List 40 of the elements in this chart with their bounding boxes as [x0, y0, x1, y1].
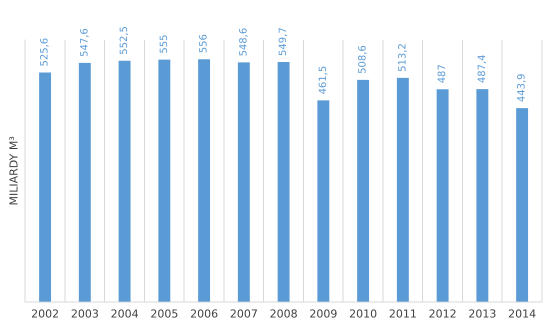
- data-label: 443,9: [516, 73, 528, 102]
- bar: [198, 59, 210, 302]
- bar: [357, 80, 370, 302]
- data-label: 556: [198, 34, 210, 54]
- data-label: 525,6: [40, 38, 51, 66]
- x-tick-label: 2011: [388, 307, 417, 320]
- x-tick-label: 2013: [468, 307, 496, 320]
- x-tick-label: 2010: [349, 307, 378, 320]
- data-label: 487: [437, 64, 448, 84]
- y-axis-title: MILIARDY M³: [7, 136, 20, 206]
- x-tick-label: 2007: [230, 307, 258, 320]
- bar: [238, 62, 250, 302]
- x-tick-label: 2008: [270, 307, 298, 320]
- data-label: 555: [158, 34, 170, 54]
- bar: [317, 100, 330, 302]
- bar: [396, 78, 409, 302]
- data-label: 513,2: [397, 43, 408, 72]
- data-label: 487,4: [476, 54, 488, 84]
- x-tick-label: 2012: [428, 307, 457, 320]
- data-label: 461,5: [318, 66, 329, 94]
- x-tick-label: 2002: [31, 307, 60, 320]
- x-tick-label: 2005: [150, 307, 178, 320]
- x-tick-label: 2014: [508, 307, 536, 320]
- x-tick-label: 2003: [70, 307, 99, 320]
- x-tick-label: 2004: [110, 307, 139, 320]
- bar: [118, 60, 131, 302]
- bar: [78, 62, 91, 302]
- data-label: 547,6: [79, 28, 90, 57]
- bar: [278, 62, 290, 302]
- x-tick-label: 2006: [190, 307, 218, 320]
- bar: [436, 89, 449, 302]
- bar: [476, 89, 488, 302]
- data-label: 548,6: [238, 28, 250, 56]
- data-label: 549,7: [278, 27, 290, 56]
- data-label: 552,5: [119, 26, 130, 55]
- x-tick-label: 2009: [309, 307, 338, 320]
- bar: [158, 60, 170, 302]
- bar: [516, 108, 528, 302]
- bar: [39, 72, 52, 302]
- data-label: 508,6: [358, 45, 369, 74]
